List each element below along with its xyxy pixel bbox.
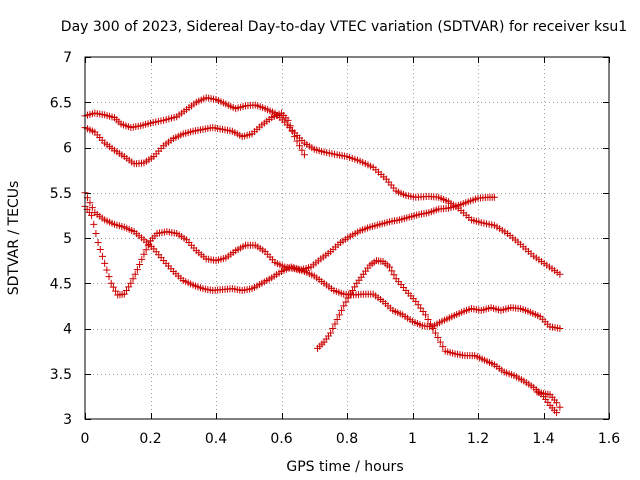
data-point [86,199,94,207]
data-point [333,315,341,323]
data-point [127,279,135,287]
data-point [348,286,356,294]
chart-title: Day 300 of 2023, Sidereal Day-to-day VTE… [61,19,627,35]
data-point [436,338,444,346]
data-point [109,283,117,291]
data-point [98,252,106,260]
data-point [140,250,148,258]
data-point [553,409,561,417]
x-axis-label: GPS time / hours [286,459,403,475]
data-point [553,399,561,407]
data-point [556,270,564,278]
y-tick-label: 7 [63,50,72,66]
data-point [386,263,394,271]
data-point [138,255,146,263]
data-point [107,279,115,287]
series-track-b [81,109,308,168]
data-point [556,325,564,332]
data-point [90,220,98,228]
x-tick-label: 0 [81,431,90,447]
y-tick-label: 4.5 [50,276,72,292]
data-point [288,127,296,135]
data-point [101,259,109,267]
data-point [329,325,337,332]
data-point [490,193,498,201]
series-track-d [81,189,498,294]
data-point [96,245,104,253]
series-track-a [81,94,564,278]
data-point [88,204,96,212]
x-tick-label: 0.4 [205,431,227,447]
x-tick-label: 0.6 [270,431,292,447]
data-point [331,320,339,328]
x-tick-label: 0.2 [139,431,161,447]
data-point [434,334,442,342]
data-point [346,290,354,298]
x-tick-label: 1.4 [532,431,554,447]
data-point [122,286,130,294]
data-point [427,320,435,328]
data-point [388,267,396,275]
data-point [112,287,120,295]
grid-layer [85,57,609,419]
data-point [300,151,308,159]
data-point [351,283,359,291]
data-point [291,133,299,141]
y-tick-label: 6 [63,141,72,157]
data-point [298,146,306,154]
data-point [129,275,137,283]
data-point [133,266,141,274]
data-point [338,306,346,314]
data-point [556,403,564,411]
data-point [342,298,350,306]
data-point [335,311,343,319]
data-point [136,261,144,269]
y-tick-label: 3 [63,412,72,428]
data-point [390,271,398,279]
series-track-e [314,257,561,417]
y-tick-label: 4 [63,322,72,338]
series-track-c [81,202,564,332]
y-tick-label: 5.5 [50,186,72,202]
plot-frame [84,56,610,420]
data-point [125,283,133,291]
x-tick-label: 0.8 [336,431,358,447]
data-point [120,290,128,298]
data-point [344,294,352,302]
x-tick-label: 1 [408,431,417,447]
data-point [142,246,150,254]
y-axis-label: SDTVAR / TECUs [6,181,22,296]
data-point [103,266,111,274]
data-point [105,273,113,281]
data-point [284,116,292,124]
tick-layer: 0 0.2 0.4 0.6 0.8 1 1.2 1.4 1.6 3 3.5 4 4.5 5 5.5 6 6.5 7 [50,50,620,447]
y-tick-label: 6.5 [50,95,72,111]
data-layer [81,94,564,417]
data-point [429,325,437,332]
data-point [131,270,139,278]
data-point [286,122,294,130]
data-point [424,315,432,323]
data-point [340,302,348,310]
data-point [431,329,439,337]
data-point [422,311,430,319]
x-tick-label: 1.6 [598,431,620,447]
series-track-f [533,388,564,411]
y-tick-label: 3.5 [50,367,72,383]
data-point [293,137,301,145]
data-point [92,229,100,237]
data-point [439,343,447,351]
y-tick-label: 5 [63,231,72,247]
x-tick-label: 1.2 [467,431,489,447]
data-point [296,142,304,150]
data-point [327,329,335,337]
data-point [94,239,102,247]
